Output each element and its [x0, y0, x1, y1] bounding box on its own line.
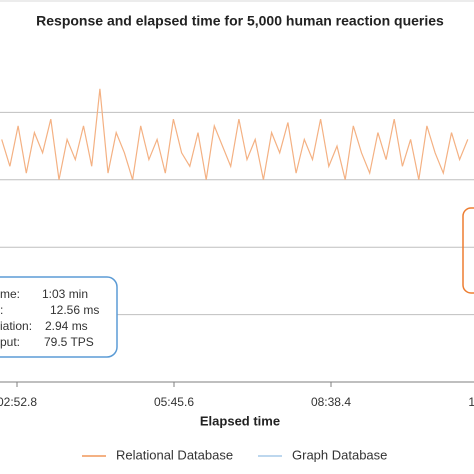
stat-label: :: [0, 303, 3, 317]
stats-box: [0, 276, 118, 358]
chart-title: Response and elapsed time for 5,000 huma…: [36, 13, 444, 29]
annotation-box: [462, 207, 474, 294]
data-line: [1, 88, 469, 180]
x-tick-label: 11:31.2: [468, 395, 474, 409]
stat-label: iation:: [0, 319, 32, 333]
legend-label: Graph Database: [292, 447, 387, 462]
x-axis-label: Elapsed time: [200, 413, 280, 428]
stat-label: put:: [0, 335, 20, 349]
legend-label: Relational Database: [116, 447, 233, 462]
stat-label: me:: [0, 287, 20, 301]
x-tick-label: 05:45.6: [154, 395, 194, 409]
x-tick-label: 02:52.8: [0, 395, 37, 409]
stat-value: 2.94 ms: [45, 319, 88, 333]
stat-value: 12.56 ms: [50, 303, 99, 317]
x-tick-label: 08:38.4: [311, 395, 351, 409]
stat-value: 1:03 min: [42, 287, 88, 301]
stat-value: 79.5 TPS: [44, 335, 94, 349]
